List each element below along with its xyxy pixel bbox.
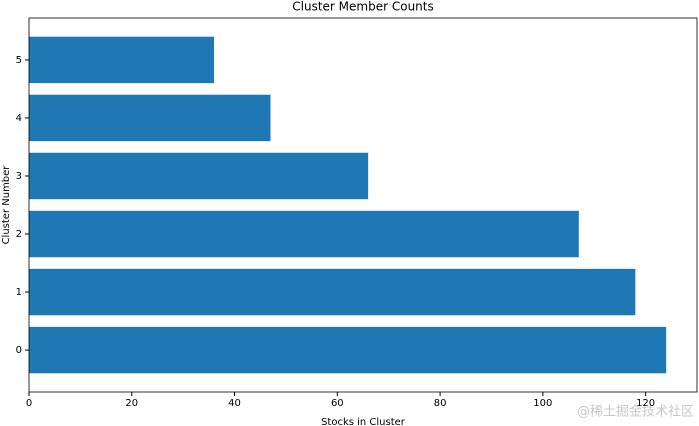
y-tick-label: 0	[16, 345, 22, 356]
y-tick-label: 5	[16, 55, 22, 66]
bar	[29, 326, 667, 374]
x-tick-label: 40	[228, 398, 241, 409]
x-tick-label: 120	[636, 398, 655, 409]
watermark: @稀土掘金技术社区	[577, 404, 694, 420]
plot-frame	[28, 17, 698, 393]
bar	[29, 94, 271, 142]
bar	[29, 36, 214, 84]
x-tick-label: 60	[331, 398, 344, 409]
bar	[29, 210, 579, 258]
bar	[29, 268, 636, 316]
x-tick-label: 100	[533, 398, 552, 409]
x-tick-label: 20	[125, 398, 138, 409]
y-axis-label: Cluster Number	[1, 165, 12, 245]
x-tick-label: 80	[434, 398, 447, 409]
x-axis-label: Stocks in Cluster	[321, 417, 406, 426]
bar	[29, 152, 369, 200]
y-tick-label: 1	[16, 287, 22, 298]
y-tick-label: 3	[16, 171, 22, 182]
y-tick-label: 2	[16, 229, 22, 240]
chart-title: Cluster Member Counts	[292, 0, 433, 14]
x-tick-label: 0	[26, 398, 32, 409]
y-tick-label: 4	[16, 113, 22, 124]
